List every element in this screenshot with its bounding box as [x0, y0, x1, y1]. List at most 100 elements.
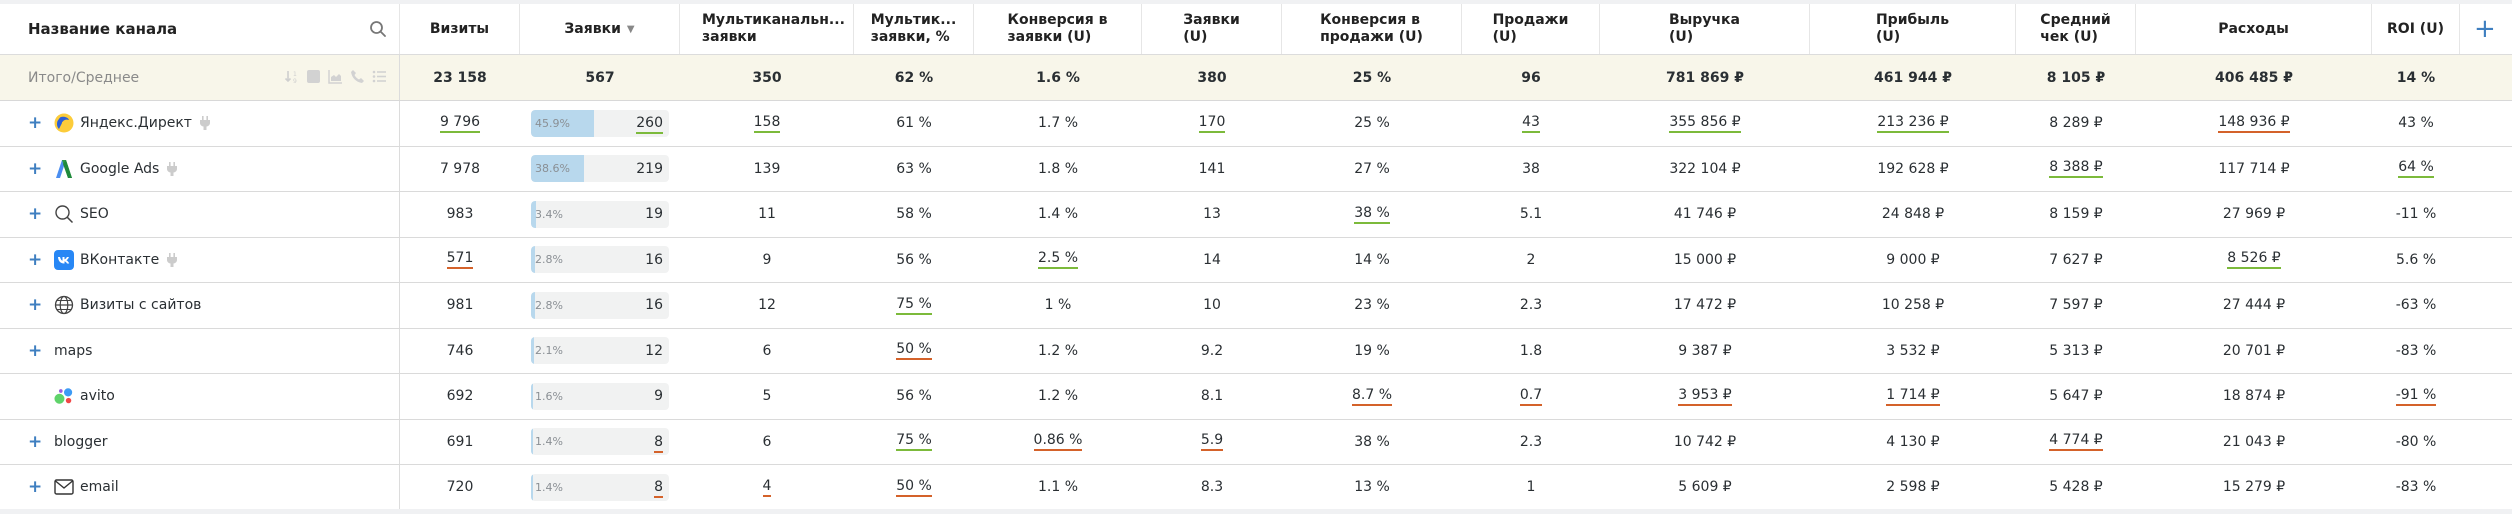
leads-share-bar: 2.8% 16	[531, 246, 669, 274]
avito-icon	[54, 386, 74, 406]
channel-name[interactable]: SEO	[80, 206, 109, 223]
phone-icon[interactable]	[350, 69, 365, 84]
column-header-leads[interactable]: Заявки ▼	[520, 4, 680, 54]
channel-name[interactable]: blogger	[54, 433, 108, 450]
profit-cell: 1 714 ₽	[1810, 374, 2016, 419]
leads-u-cell: 14	[1203, 251, 1221, 268]
search-icon[interactable]	[369, 20, 387, 38]
multichannel-leads-pct-cell: 75 %	[854, 283, 974, 328]
leads-share-bar: 45.9% 260	[531, 109, 669, 137]
expand-icon[interactable]: +	[28, 113, 43, 134]
costs-cell: 18 874 ₽	[2222, 388, 2286, 405]
column-header-visits[interactable]: Визиты	[400, 4, 520, 54]
expand-icon[interactable]: +	[28, 204, 43, 225]
channel-name-cell: + ВКонтакте	[0, 237, 400, 282]
table-body: + Яндекс.Директ 9 796 45.9% 260 158 61 %…	[0, 101, 2512, 511]
vk-icon	[54, 249, 74, 270]
channel-name[interactable]: maps	[54, 342, 93, 359]
svg-text:9: 9	[293, 78, 297, 84]
column-header-revenue[interactable]: Выручка (U)	[1600, 4, 1810, 54]
column-header-average-check[interactable]: Средний чек (U)	[2016, 4, 2136, 54]
sales-cell: 2	[1526, 251, 1536, 268]
table-row[interactable]: + maps 746 2.1% 12 6 50 % 1.2 % 9.2 19 %…	[0, 328, 2512, 374]
visits-cell: 720	[446, 479, 474, 496]
table-row[interactable]: + avito 692 1.6% 9 5 56 % 1.2 % 8.1 8.7 …	[0, 374, 2512, 420]
costs-cell: 27 444 ₽	[2222, 297, 2286, 314]
table-header: Название канала Визиты Заявки ▼ Мультикан…	[0, 4, 2512, 55]
profit-cell: 24 848 ₽	[1881, 206, 1945, 223]
plug-icon	[166, 161, 178, 176]
table-row[interactable]: + blogger 691 1.4% 8 6 75 % 0.86 % 5.9 3…	[0, 419, 2512, 465]
conversion-to-leads-cell: 1.4 %	[1037, 206, 1079, 223]
sales-cell: 2.3	[1519, 433, 1543, 450]
table-row[interactable]: + Яндекс.Директ 9 796 45.9% 260 158 61 %…	[0, 101, 2512, 147]
channel-name[interactable]: Визиты с сайтов	[80, 297, 202, 314]
channel-name-cell: + Google Ads	[0, 146, 400, 191]
channel-name[interactable]: ВКонтакте	[80, 251, 160, 268]
add-column-button[interactable]: +	[2460, 4, 2512, 54]
revenue-cell: 5 609 ₽	[1678, 479, 1732, 496]
roi-cell: -83 %	[2395, 342, 2437, 359]
leads-cell: 38.6% 219	[520, 147, 680, 192]
column-header-sales[interactable]: Продажи (U)	[1462, 4, 1600, 54]
total-conversion-to-leads: 1.6 %	[1036, 69, 1080, 86]
column-header-multichannel-leads-pct[interactable]: Мультик... заявки, %	[854, 4, 974, 54]
svg-text:1: 1	[293, 71, 297, 78]
total-revenue: 781 869 ₽	[1666, 69, 1744, 86]
leads-share-bar: 3.4% 19	[531, 200, 669, 228]
leads-cell: 1.6% 9	[520, 374, 680, 419]
channel-name[interactable]: email	[80, 479, 119, 496]
expand-icon[interactable]: +	[28, 249, 43, 270]
table-row[interactable]: + Google Ads 7 978 38.6% 219 139 63 % 1.…	[0, 146, 2512, 192]
yandex-direct-icon	[54, 113, 74, 133]
average-check-cell: 8 159 ₽	[2049, 206, 2103, 223]
leads-u-cell: 5.9	[1142, 420, 1282, 465]
channel-name[interactable]: Google Ads	[80, 160, 160, 177]
multichannel-leads-cell: 12	[758, 297, 776, 314]
square-icon[interactable]	[306, 69, 321, 84]
expand-icon[interactable]: +	[28, 295, 43, 316]
horizontal-scroll-area[interactable]	[0, 509, 2512, 514]
table-row[interactable]: + ВКонтакте 571 2.8% 16 9 56 % 2.5 % 14 …	[0, 237, 2512, 283]
average-check-cell: 5 647 ₽	[2049, 388, 2103, 405]
column-header-multichannel-leads[interactable]: Мультиканальн... заявки	[680, 4, 854, 54]
conversion-to-sales-cell: 19 %	[1354, 342, 1390, 359]
costs-cell: 148 936 ₽	[2136, 101, 2372, 146]
conversion-to-sales-cell: 25 %	[1354, 115, 1390, 132]
expand-icon[interactable]: +	[28, 431, 43, 452]
total-average-check: 8 105 ₽	[2046, 69, 2106, 86]
total-multichannel-leads-pct: 62 %	[894, 69, 934, 86]
table-row[interactable]: + email 720 1.4% 8 4 50 % 1.1 % 8.3 13 %…	[0, 465, 2512, 511]
table-row[interactable]: + Визиты с сайтов 981 2.8% 16 12 75 % 1 …	[0, 283, 2512, 329]
sales-cell: 1.8	[1519, 342, 1543, 359]
channel-name[interactable]: avito	[80, 388, 115, 405]
profit-cell: 10 258 ₽	[1881, 297, 1945, 314]
list-icon[interactable]	[372, 69, 387, 84]
area-chart-icon[interactable]	[328, 69, 343, 84]
visits-cell: 983	[446, 206, 474, 223]
column-header-costs[interactable]: Расходы	[2136, 4, 2372, 54]
table-row[interactable]: + SEO 983 3.4% 19 11 58 % 1.4 % 13 38 % …	[0, 192, 2512, 238]
visits-cell: 692	[446, 388, 474, 405]
multichannel-leads-pct-cell: 75 %	[854, 420, 974, 465]
column-header-conversion-to-sales[interactable]: Конверсия в продажи (U)	[1282, 4, 1462, 54]
visits-cell: 746	[446, 342, 474, 359]
column-header-roi[interactable]: ROI (U)	[2372, 4, 2460, 54]
multichannel-leads-pct-cell: 61 %	[896, 115, 932, 132]
column-header-channel-name[interactable]: Название канала	[0, 4, 400, 54]
expand-icon[interactable]: +	[28, 158, 43, 179]
profit-cell: 4 130 ₽	[1886, 433, 1940, 450]
column-header-conversion-to-leads[interactable]: Конверсия в заявки (U)	[974, 4, 1142, 54]
column-header-leads-u[interactable]: Заявки (U)	[1142, 4, 1282, 54]
leads-u-cell: 8.3	[1200, 479, 1224, 496]
multichannel-leads-cell: 6	[762, 342, 772, 359]
channel-name[interactable]: Яндекс.Директ	[80, 115, 192, 132]
column-header-profit[interactable]: Прибыль (U)	[1810, 4, 2016, 54]
total-leads-u: 380	[1197, 69, 1227, 86]
roi-cell: 43 %	[2398, 115, 2434, 132]
revenue-cell: 41 746 ₽	[1673, 206, 1737, 223]
expand-icon[interactable]: +	[28, 340, 43, 361]
expand-icon[interactable]: +	[28, 477, 43, 498]
